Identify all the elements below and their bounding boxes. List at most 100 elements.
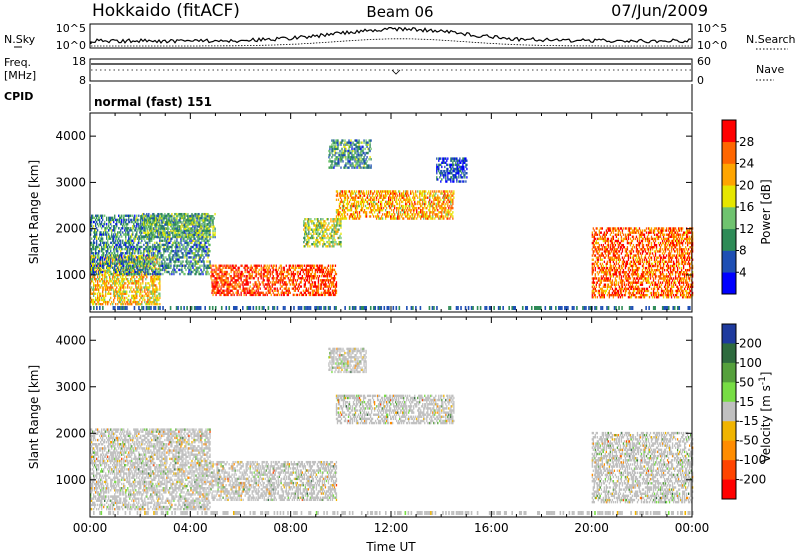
range-time-cell [207, 270, 209, 274]
range-time-cell [187, 266, 189, 270]
range-time-cell [157, 277, 159, 281]
range-time-cell [340, 200, 343, 204]
range-time-cell [196, 227, 198, 230]
range-time-cell [129, 290, 131, 293]
range-time-cell [201, 216, 203, 220]
range-time-cell [175, 212, 177, 216]
range-time-cell [379, 196, 382, 199]
range-time-cell [144, 222, 146, 226]
nave-label: Nave [756, 63, 784, 76]
range-time-cell [314, 270, 317, 274]
range-time-cell [276, 270, 278, 274]
range-time-cell [315, 293, 318, 297]
range-time-cell [305, 270, 308, 274]
range-time-cell [94, 275, 96, 279]
range-time-cell [251, 272, 253, 276]
range-time-cell [110, 247, 112, 251]
range-time-cell [327, 264, 330, 267]
range-time-cell [272, 274, 274, 278]
range-time-cell [286, 289, 288, 292]
range-time-cell [184, 225, 186, 228]
range-time-cell [200, 268, 202, 272]
range-time-cell [184, 227, 186, 230]
range-time-cell [235, 281, 237, 284]
range-time-cell [136, 288, 138, 291]
range-time-cell [117, 290, 119, 293]
range-time-cell [201, 212, 203, 216]
range-time-cell [141, 252, 143, 255]
range-time-cell [312, 291, 315, 295]
range-time-cell [266, 264, 268, 267]
range-time-cell [150, 290, 152, 293]
range-time-cell [197, 260, 199, 263]
range-time-cell [334, 283, 337, 286]
range-time-cell [173, 241, 175, 245]
range-time-cell [244, 289, 246, 292]
range-time-cell [120, 239, 122, 242]
range-time-cell [122, 241, 124, 245]
range-time-cell [233, 272, 235, 276]
range-time-cell [368, 204, 371, 208]
range-time-cell [209, 237, 211, 240]
range-time-cell [160, 231, 162, 235]
range-time-cell [136, 282, 138, 285]
range-time-cell [137, 282, 139, 285]
range-time-cell [346, 200, 349, 204]
range-time-cell [111, 280, 113, 283]
range-time-cell [136, 294, 138, 298]
range-time-cell [94, 216, 96, 220]
range-time-cell [121, 254, 123, 257]
range-time-cell [336, 213, 339, 216]
range-time-cell [227, 277, 229, 280]
range-time-cell [152, 292, 154, 295]
range-time-cell [173, 221, 175, 224]
range-time-cell [373, 204, 376, 208]
range-time-cell [231, 283, 233, 286]
range-time-cell [317, 285, 320, 288]
range-time-cell [183, 245, 185, 249]
range-time-cell [173, 264, 175, 267]
range-time-cell [146, 243, 148, 247]
range-time-cell [379, 204, 382, 208]
range-time-cell [290, 266, 292, 270]
range-time-cell [288, 268, 290, 272]
range-time-cell [327, 289, 330, 292]
range-time-cell [157, 243, 159, 247]
range-time-cell [131, 247, 133, 251]
range-time-cell [162, 247, 164, 251]
range-time-cell [156, 294, 158, 298]
range-time-cell [140, 255, 142, 258]
range-time-cell [330, 220, 332, 223]
range-time-cell [130, 243, 132, 247]
range-time-cell [107, 264, 109, 267]
range-time-cell [365, 211, 368, 214]
range-time-cell [186, 258, 188, 261]
range-time-cell [336, 232, 338, 236]
range-time-cell [172, 235, 174, 239]
range-time-cell [281, 270, 283, 274]
range-time-cell [330, 240, 332, 244]
range-time-cell [258, 272, 260, 276]
range-time-cell [217, 289, 219, 292]
range-time-cell [143, 237, 145, 240]
range-time-cell [159, 237, 161, 240]
range-time-cell [128, 280, 130, 283]
range-time-cell [329, 236, 331, 240]
range-time-cell [244, 264, 246, 267]
range-time-cell [192, 266, 194, 270]
range-time-cell [117, 277, 119, 281]
range-time-cell [134, 214, 136, 217]
range-time-cell [380, 202, 383, 206]
range-time-cell [113, 280, 115, 283]
range-time-cell [377, 190, 380, 193]
range-time-cell [320, 270, 323, 274]
range-time-cell [129, 256, 131, 259]
range-time-cell [190, 215, 192, 218]
range-time-cell [355, 194, 358, 197]
range-time-cell [203, 233, 205, 236]
range-time-cell [150, 296, 152, 300]
range-time-cell [177, 221, 179, 224]
range-time-cell [124, 290, 126, 293]
range-time-cell [94, 241, 96, 245]
range-time-cell [358, 190, 361, 193]
